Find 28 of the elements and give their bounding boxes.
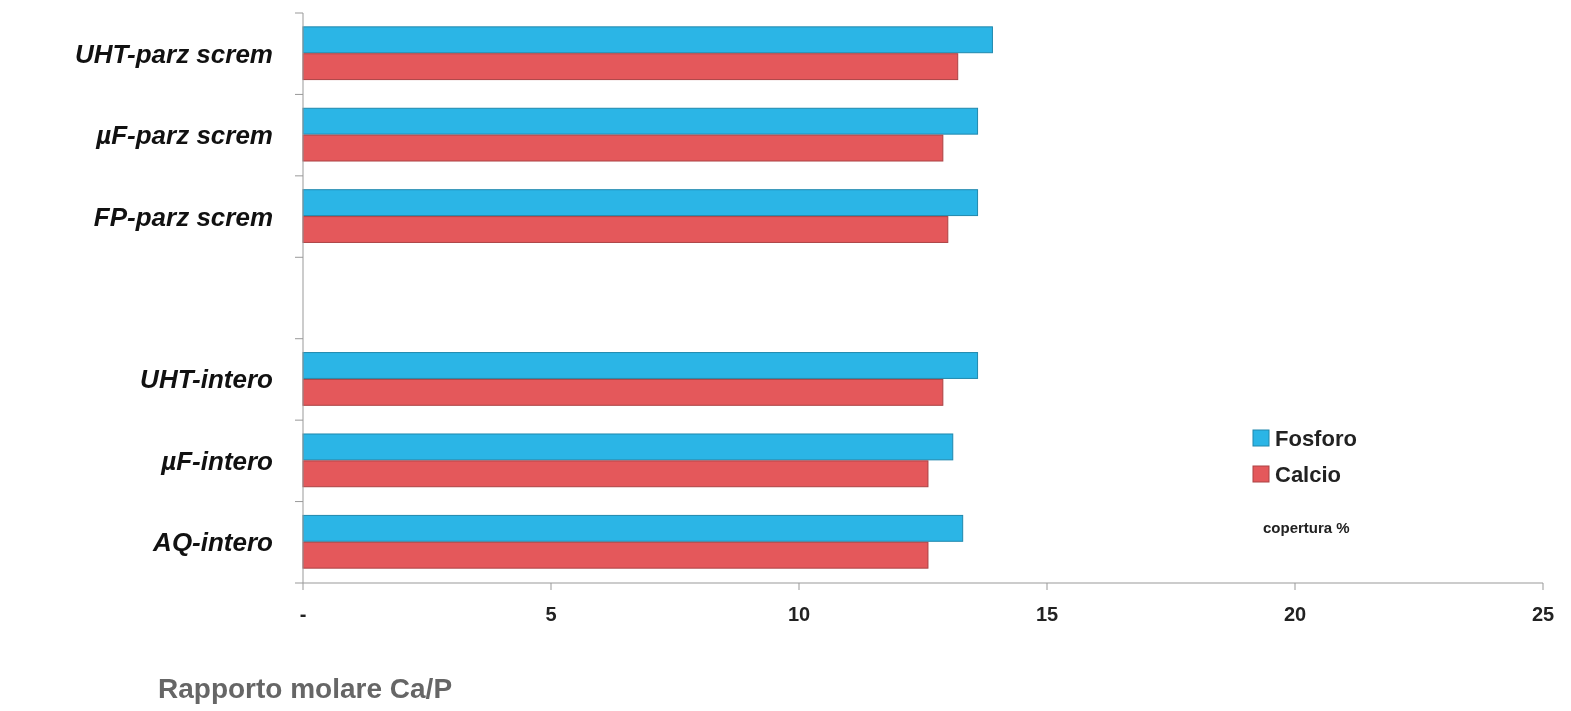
bar [302,541,929,569]
x-axis-title: Rapporto molare Ca/P [158,673,453,704]
bar [302,352,979,379]
x-tick-label: 15 [1035,603,1059,625]
bar [302,433,954,461]
y-tick-label: UHT-parz screm [75,38,273,69]
legend-label: Calcio [1275,462,1342,487]
y-tick-label: FP-parz screm [93,201,273,232]
x-tick-label: 10 [787,603,811,625]
bar [302,460,929,488]
x-tick-label: 5 [545,603,557,625]
bar [302,514,964,542]
x-tick-label: 20 [1283,603,1307,625]
x-tick-label: 25 [1531,603,1555,625]
y-tick-label: AQ-intero [152,527,274,558]
bar [302,216,949,243]
x-tick-label: - [299,603,307,625]
bar [302,26,993,54]
y-tick-label: µF-intero [160,445,274,476]
bar [302,134,944,162]
y-tick-label: UHT-intero [140,364,274,395]
bar [302,107,979,135]
bar [302,53,959,81]
annotation: copertura % [1263,519,1350,536]
y-tick-label: µF-parz screm [95,120,273,151]
bar [302,378,944,406]
legend-label: Fosforo [1275,426,1357,451]
bar [302,189,979,217]
